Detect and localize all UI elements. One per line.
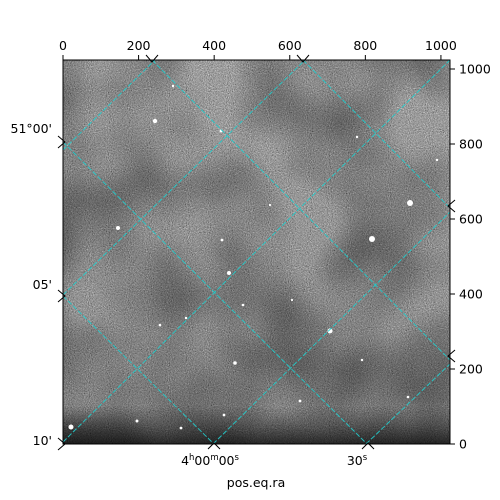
- dec-tick-label-2: 05': [33, 277, 52, 292]
- stars: [68, 84, 439, 430]
- grid-line: [63, 295, 215, 444]
- star-point: [179, 426, 183, 430]
- y-tick-label: 600: [459, 212, 483, 227]
- x-tick-label: 200: [127, 38, 151, 53]
- star-point: [355, 135, 359, 139]
- star-point: [135, 419, 139, 423]
- x-axis-label: pos.eq.ra: [227, 475, 285, 490]
- dec-tick-label-1: 51°00': [11, 121, 53, 136]
- star-point: [227, 271, 231, 275]
- grid-line: [63, 141, 368, 444]
- grid-line: [63, 60, 156, 151]
- star-point: [435, 158, 439, 162]
- y-tick-label: 200: [459, 362, 483, 377]
- y-tick-label: 400: [459, 287, 483, 302]
- wcs-edge-ticks: [57, 54, 456, 451]
- plot-frame: [62, 59, 451, 445]
- y-tick-label: 0: [459, 437, 467, 452]
- x-axis-top: 0 200 400 600 800 1000: [59, 38, 457, 60]
- star-point: [407, 200, 413, 206]
- star-point: [369, 236, 375, 242]
- star-point: [220, 238, 224, 242]
- ra-tick-label-2: 30s: [347, 453, 368, 468]
- star-point: [268, 203, 272, 207]
- x-tick-label: 1000: [425, 38, 457, 53]
- coordinate-grid: [63, 60, 450, 444]
- grid-line: [365, 363, 450, 444]
- x-tick-label: 400: [202, 38, 226, 53]
- dec-tick-label-3: 10': [33, 433, 52, 448]
- x-tick-label: 800: [353, 38, 377, 53]
- sky-image: [63, 60, 450, 444]
- star-point: [327, 328, 333, 334]
- star-point: [171, 84, 175, 88]
- y-tick-label: 800: [459, 137, 483, 152]
- grid-line: [63, 60, 306, 296]
- ra-tick-label-1: 4h00m00s: [181, 453, 239, 468]
- x-tick-label: 0: [59, 38, 67, 53]
- star-point: [406, 395, 410, 399]
- star-point: [290, 298, 294, 302]
- grid-line: [151, 60, 450, 361]
- star-point: [68, 424, 74, 430]
- star-point: [116, 226, 120, 230]
- star-point: [360, 358, 364, 362]
- y-tick-label: 1000: [459, 62, 491, 77]
- star-point: [184, 316, 188, 320]
- star-point: [241, 303, 245, 307]
- y-axis-right: 0 200 400 600 800 1000: [450, 62, 491, 452]
- grid-line: [63, 60, 450, 443]
- x-tick-label: 600: [278, 38, 302, 53]
- grid-line: [302, 60, 450, 209]
- star-point: [298, 399, 302, 403]
- star-point: [152, 118, 158, 124]
- star-point: [233, 361, 237, 365]
- star-point: [158, 323, 162, 327]
- star-point: [222, 413, 226, 417]
